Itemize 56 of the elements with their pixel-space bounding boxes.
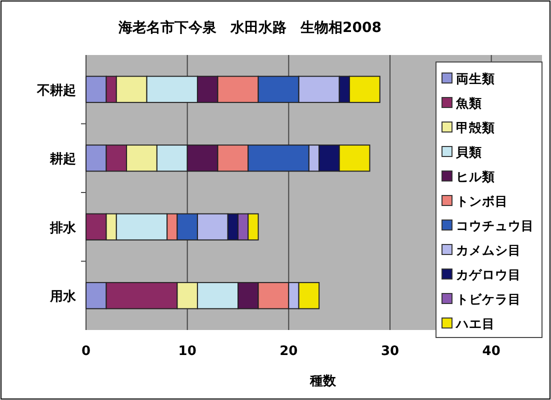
bar — [186, 144, 218, 172]
bar — [258, 76, 300, 103]
bar — [116, 76, 148, 103]
bar — [338, 76, 350, 103]
bar — [156, 144, 188, 172]
y-tick-label: 用水 — [49, 290, 77, 305]
chart-title: 海老名市下今泉 水田水路 生物相2008 — [118, 19, 382, 36]
bar — [106, 76, 117, 103]
bar — [86, 213, 107, 240]
bar — [217, 144, 249, 172]
legend-label: 貝類 — [455, 144, 482, 160]
bar — [86, 144, 107, 172]
legend-label: 甲殻類 — [456, 120, 495, 135]
legend-label: 両生類 — [456, 71, 495, 86]
bar — [217, 76, 259, 103]
bar — [238, 282, 259, 310]
bar — [248, 144, 310, 172]
bar — [298, 76, 340, 103]
x-tick-label: 30 — [380, 344, 400, 359]
legend-label: ヒル類 — [456, 169, 495, 184]
bar — [196, 282, 238, 310]
legend-label: ハエ目 — [455, 316, 495, 331]
y-tick-label: 不耕起 — [36, 83, 76, 98]
bar — [106, 282, 178, 310]
bar — [146, 76, 198, 103]
bar — [106, 213, 117, 240]
x-tick-label: 20 — [280, 344, 298, 359]
bar — [196, 76, 218, 103]
x-tick-label: 0 — [81, 344, 91, 359]
bar — [318, 144, 340, 172]
bar — [166, 213, 178, 240]
bar — [176, 282, 198, 310]
bar — [126, 144, 158, 172]
bar — [338, 144, 370, 172]
bar — [116, 213, 168, 240]
bar — [348, 76, 380, 103]
y-tick-label: 排水 — [49, 220, 77, 236]
bar — [288, 282, 300, 310]
legend-label: カメムシ目 — [456, 242, 521, 258]
legend-label: トビケラ目 — [456, 292, 521, 306]
y-tick-label: 耕起 — [49, 152, 76, 168]
legend-label: コウチュウ目 — [456, 218, 534, 233]
bar — [86, 282, 107, 310]
x-tick-label: 40 — [482, 344, 500, 359]
bar — [298, 282, 320, 310]
x-axis-title: 種数 — [309, 374, 337, 389]
bar — [176, 213, 198, 240]
bar — [86, 76, 107, 103]
bar — [258, 282, 290, 310]
x-tick-label: 10 — [178, 344, 196, 359]
bar — [196, 213, 228, 240]
bar — [308, 144, 320, 172]
legend-label: トンボ目 — [456, 194, 508, 208]
bar — [106, 144, 128, 172]
legend-label: カゲロウ目 — [456, 267, 521, 282]
legend-label: 魚類 — [455, 96, 482, 110]
